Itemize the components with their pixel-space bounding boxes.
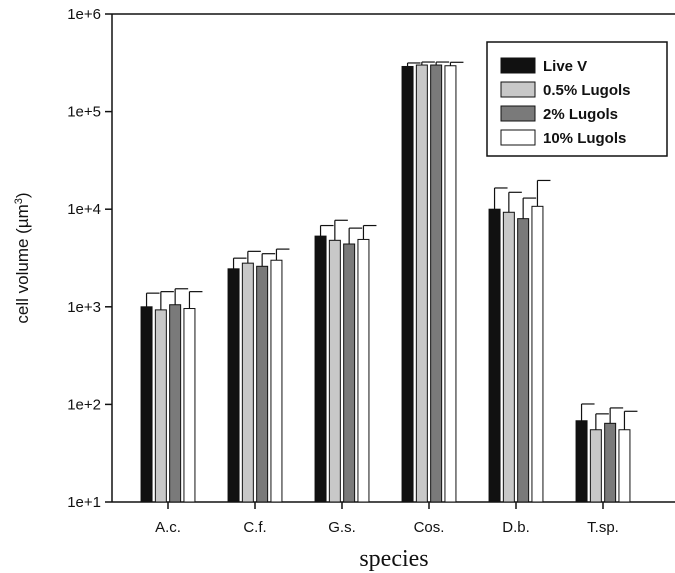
legend-label: 2% Lugols xyxy=(543,106,618,123)
error-bars xyxy=(145,61,638,430)
bar xyxy=(241,262,254,503)
legend-label: 10% Lugols xyxy=(543,130,626,147)
bar xyxy=(488,208,501,503)
bar xyxy=(517,218,530,503)
legend-label: Live V xyxy=(543,58,587,75)
y-tick-label: 1e+6 xyxy=(67,6,101,23)
bar xyxy=(531,205,544,503)
bar xyxy=(169,304,182,503)
y-tick-label: 1e+4 xyxy=(67,201,101,218)
bar xyxy=(183,308,196,503)
x-axis-label: species xyxy=(359,546,428,572)
legend-swatch xyxy=(500,57,536,74)
legend: Live V 0.5% Lugols 2% Lugols 10% Lugols xyxy=(486,41,668,157)
bar xyxy=(227,268,240,503)
x-tick-label: A.c. xyxy=(155,519,181,536)
bar xyxy=(357,238,370,503)
bar xyxy=(575,420,588,503)
y-axis-label: cell volume (µm3) xyxy=(13,192,32,323)
legend-swatch xyxy=(500,105,536,122)
y-tick-label: 1e+2 xyxy=(67,396,101,413)
x-tick-label: D.b. xyxy=(502,519,530,536)
y-tick-label: 1e+3 xyxy=(67,299,101,316)
y-axis-label-main: cell volume (µm xyxy=(13,204,32,323)
bar xyxy=(618,429,631,503)
bar xyxy=(502,211,515,503)
bar xyxy=(589,429,602,503)
bar xyxy=(430,64,443,503)
bar xyxy=(256,265,269,503)
bar xyxy=(401,65,414,503)
bar xyxy=(415,64,428,503)
bar xyxy=(444,65,457,503)
x-tick-label: G.s. xyxy=(328,519,356,536)
bar xyxy=(314,235,327,503)
bar xyxy=(270,259,283,503)
x-axis: A.c. C.f. G.s. Cos. D.b. T.sp. xyxy=(155,502,619,536)
bar xyxy=(154,309,167,503)
x-tick-label: T.sp. xyxy=(587,519,619,536)
y-tick-label: 1e+1 xyxy=(67,494,101,511)
legend-swatch xyxy=(500,129,536,146)
y-axis: 1e+1 1e+2 1e+3 1e+4 1e+5 1e+6 xyxy=(67,6,112,511)
bar xyxy=(604,422,617,503)
y-axis-label-close: ) xyxy=(13,192,32,198)
legend-label: 0.5% Lugols xyxy=(543,82,631,99)
x-tick-label: Cos. xyxy=(414,519,445,536)
y-axis-label-sup: 3 xyxy=(13,198,25,204)
y-tick-label: 1e+5 xyxy=(67,104,101,121)
bar xyxy=(343,243,356,503)
x-tick-label: C.f. xyxy=(243,519,266,536)
legend-swatch xyxy=(500,81,536,98)
bar xyxy=(328,239,341,503)
bar xyxy=(140,306,153,503)
